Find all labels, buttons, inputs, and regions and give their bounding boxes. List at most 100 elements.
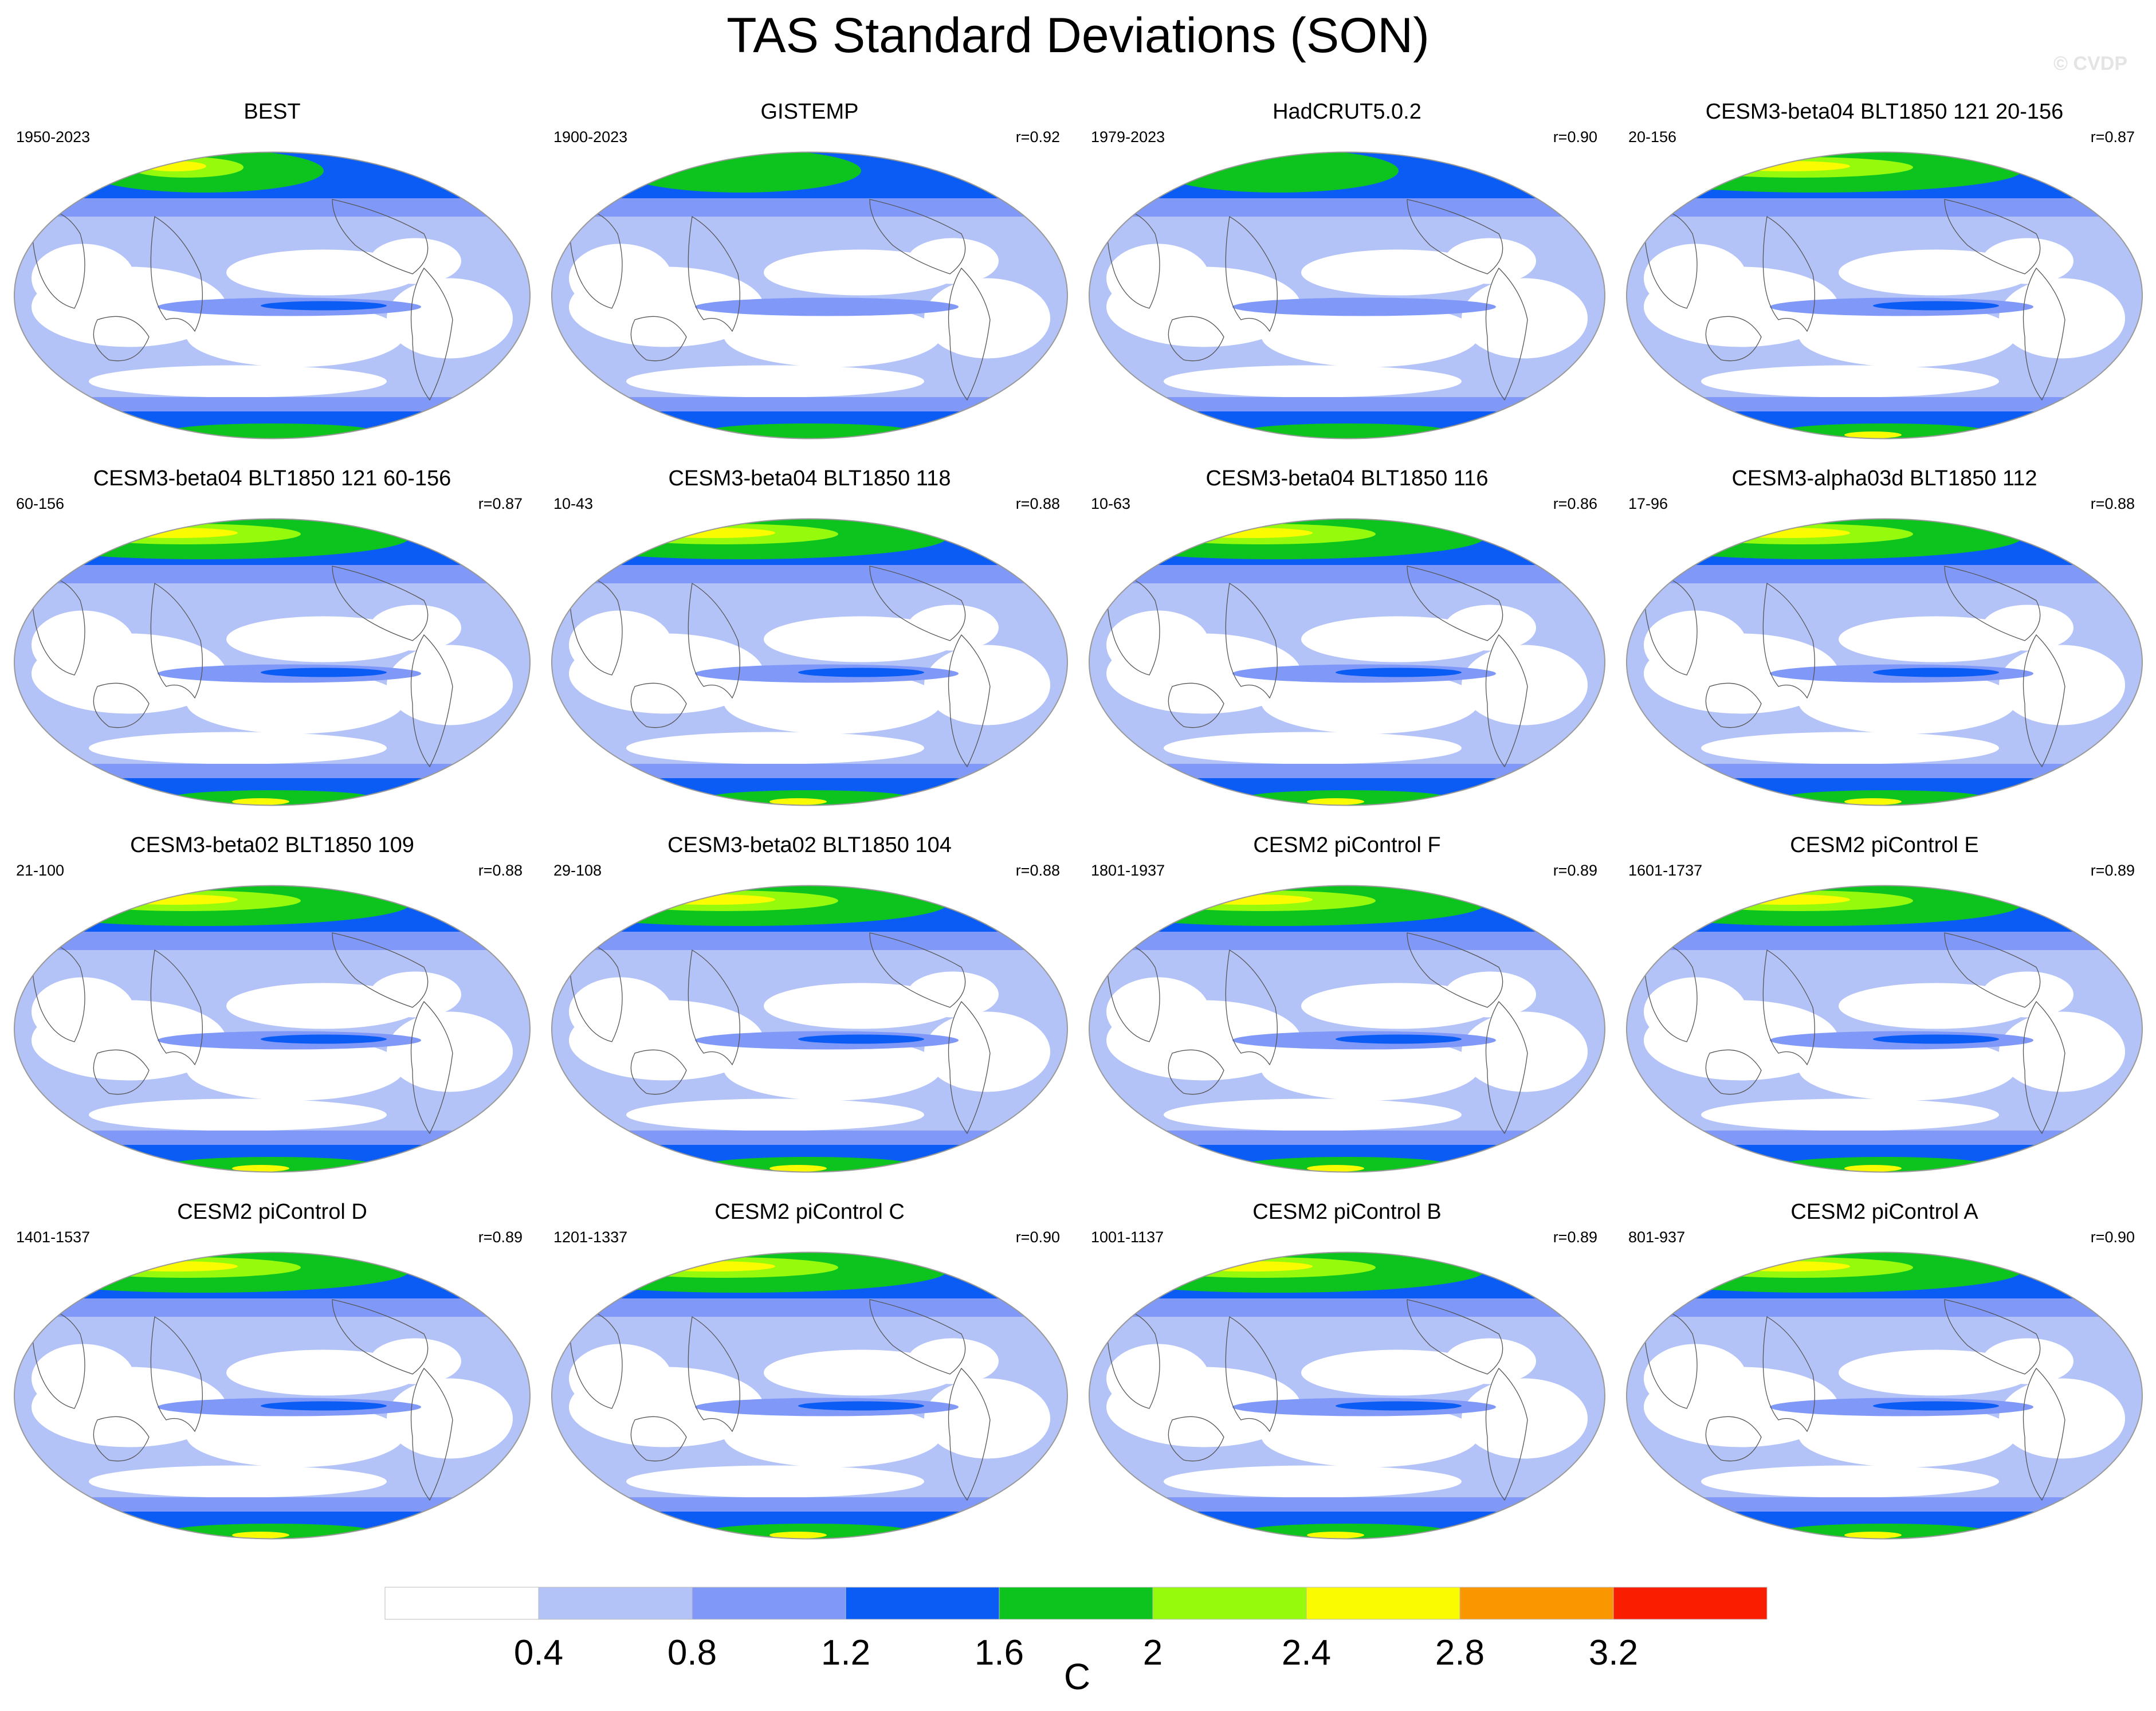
panel-year-range: 1979-2023 (1091, 128, 1165, 146)
field-white-patch (1164, 732, 1462, 764)
coastline (410, 1367, 453, 1501)
field-white-patch (569, 610, 672, 680)
map-panel: CESM2 piControl D 1401-1537 r=0.89 (6, 1199, 539, 1540)
coastline (150, 1316, 203, 1433)
coastline (93, 1049, 150, 1095)
enso-core (1336, 1034, 1462, 1044)
colorbar-unit-label: C (1063, 1656, 1091, 1697)
field-white-patch (1164, 1465, 1462, 1498)
field-white-patch (1444, 238, 1536, 284)
coastline (869, 199, 966, 274)
globe-outline (14, 1251, 531, 1540)
antarctic-max (1307, 798, 1364, 805)
antarctic-max (1844, 798, 1902, 805)
field-white-patch (569, 244, 672, 313)
colorbar-tick-label: 1.6 (975, 1633, 1024, 1673)
coastline (1762, 1316, 1815, 1433)
globe-outline (1089, 885, 1605, 1173)
map-plot (14, 151, 531, 439)
map-plot (1089, 151, 1605, 439)
map-panel: CESM3-beta04 BLT1850 121 20-156 20-156 r=0… (1618, 99, 2151, 439)
coastline (948, 634, 991, 768)
map-plot (1626, 1251, 2143, 1540)
panel-title: GISTEMP (760, 100, 859, 124)
panel-pattern-correlation: r=0.88 (1015, 495, 1060, 512)
field-white-patch (89, 732, 387, 764)
field-white-patch (626, 732, 924, 764)
map-panel: CESM2 piControl C 1201-1337 r=0.90 (543, 1199, 1076, 1540)
panel-pattern-correlation: r=0.89 (1553, 1229, 1597, 1246)
field-white-patch (569, 977, 672, 1046)
map-plot (1089, 1251, 1605, 1540)
enso-tongue (1232, 297, 1496, 316)
field-white-patch (387, 1011, 513, 1092)
coastline (1407, 1299, 1503, 1375)
colorbar-tick-label: 2.8 (1435, 1633, 1485, 1673)
globe-outline (1089, 1251, 1605, 1540)
coastline (93, 316, 150, 362)
antarctic-max (1844, 431, 1902, 438)
coastline (570, 576, 623, 676)
map-panel: CESM2 piControl E 1601-1737 r=0.89 (1618, 832, 2151, 1173)
field-white-patch (724, 1037, 941, 1101)
field-white-patch (89, 365, 387, 398)
coastline (332, 566, 429, 641)
coastline (332, 199, 429, 274)
field-white-patch (1701, 1465, 1999, 1498)
field-white-patch (1982, 1338, 2073, 1384)
field-white-patch (387, 645, 513, 725)
coastline (1944, 932, 2041, 1008)
panel-year-range: 29-108 (553, 862, 602, 879)
coastline (948, 267, 991, 401)
field-white-patch (1462, 1011, 1588, 1092)
colorbar-tick-label: 0.4 (514, 1633, 563, 1673)
coastline (570, 209, 623, 309)
field-white-patch (924, 1378, 1050, 1459)
coastline (2023, 1000, 2065, 1135)
panel-year-range: 10-63 (1091, 495, 1131, 512)
field-white-patch (724, 1404, 941, 1467)
field-white-patch (32, 244, 135, 313)
field-white-patch (1644, 977, 1747, 1046)
field-white-patch (186, 670, 404, 734)
field-white-patch (924, 278, 1050, 359)
map-plot (14, 1251, 531, 1540)
coastline (1168, 1049, 1224, 1095)
colorbar-swatch (1459, 1587, 1614, 1620)
map-panel: CESM3-alpha03d BLT1850 112 17-96 r=0.88 (1618, 465, 2151, 806)
enso-tongue (695, 297, 959, 316)
colorbar-tick-label: 3.2 (1589, 1633, 1638, 1673)
field-white-patch (1261, 304, 1479, 367)
coastline (630, 1049, 687, 1095)
antarctic-max (232, 798, 289, 805)
field-white-patch (1999, 1011, 2125, 1092)
field-white-patch (89, 1098, 387, 1131)
panel-year-range: 1950-2023 (16, 128, 91, 146)
coastline (1168, 316, 1224, 362)
panel-pattern-correlation: r=0.90 (1553, 128, 1597, 146)
globe-outline (551, 518, 1068, 806)
colorbar-tick-label: 1.2 (821, 1633, 870, 1673)
globe-outline (14, 518, 531, 806)
enso-core (798, 668, 924, 677)
coastline (32, 576, 85, 676)
coastline (948, 1000, 991, 1135)
coastline (1485, 267, 1528, 401)
panel-title: CESM2 piControl F (1253, 833, 1441, 857)
coastline (869, 932, 966, 1008)
coastline (570, 943, 623, 1042)
colorbar-swatch (538, 1587, 693, 1620)
field-white-patch (924, 645, 1050, 725)
field-white-patch (626, 365, 924, 398)
field-white-patch (387, 278, 513, 359)
colorbar-swatch (1613, 1587, 1768, 1620)
colorbar-tick-label: 0.8 (667, 1633, 717, 1673)
field-white-patch (1164, 1098, 1462, 1131)
field-white-patch (1798, 1404, 2016, 1467)
coastline (332, 932, 429, 1008)
map-panel: BEST 1950-2023 (6, 99, 539, 439)
figure-title: TAS Standard Deviations (SON) (726, 8, 1430, 63)
globe-outline (14, 885, 531, 1173)
field-white-patch (1644, 1344, 1747, 1413)
globe-outline (551, 1251, 1068, 1540)
